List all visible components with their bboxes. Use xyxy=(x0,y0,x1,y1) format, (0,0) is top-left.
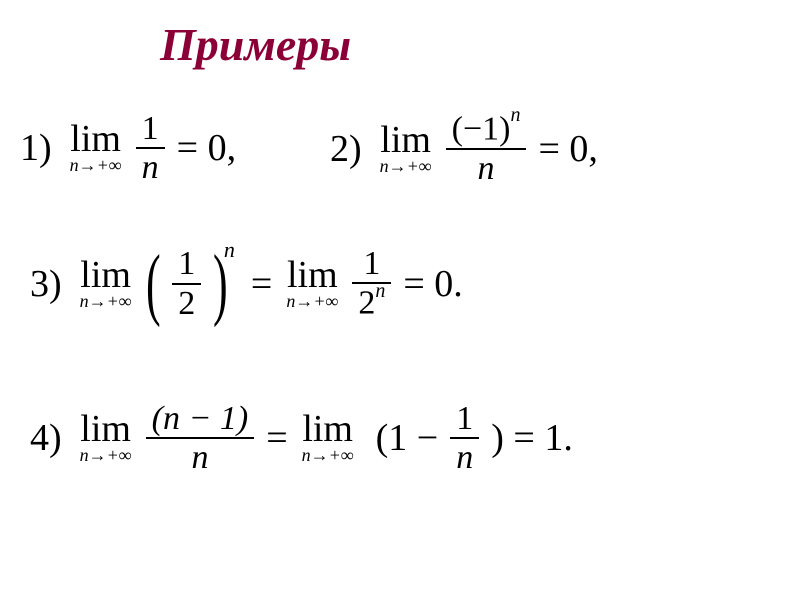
denom-base: 2 xyxy=(358,285,375,322)
frac-denominator: 2 xyxy=(172,285,201,322)
close-paren-equals: ) = 1. xyxy=(491,416,573,460)
fraction: (−1)n n xyxy=(446,110,527,187)
lim-word: lim xyxy=(70,120,121,158)
example-4-label: 4) xyxy=(30,416,62,460)
denom-exponent: n xyxy=(375,280,385,302)
equals-sign: = xyxy=(266,416,287,460)
fraction: 1 2 xyxy=(172,245,201,322)
frac-numerator: (n − 1) xyxy=(146,400,255,437)
close-paren: ) xyxy=(491,417,504,459)
fraction: 1 n xyxy=(136,110,165,187)
equals-result: = 1. xyxy=(504,417,573,459)
frac-denominator: n xyxy=(185,439,214,476)
limit-operator: lim n→+∞ xyxy=(286,256,338,312)
equals-result: = 0, xyxy=(538,127,597,171)
frac-numerator: 1 xyxy=(172,245,201,282)
example-1-label: 1) xyxy=(20,126,52,170)
equals-result: = 0, xyxy=(177,126,236,170)
example-2: 2) lim n→+∞ (−1)n n = 0, xyxy=(330,110,604,187)
numerator-base: (−1) xyxy=(452,110,511,147)
fraction: (n − 1) n xyxy=(146,400,255,477)
fraction: 1 2n xyxy=(352,245,391,322)
open-expr: (1 − xyxy=(376,417,439,459)
lim-word: lim xyxy=(302,410,353,448)
example-2-label: 2) xyxy=(330,127,362,171)
frac-denominator: n xyxy=(450,439,479,476)
fraction: 1 n xyxy=(450,400,479,477)
page-title: Примеры xyxy=(160,18,351,71)
paren-exponent: n xyxy=(224,237,235,263)
limit-operator: lim n→+∞ xyxy=(80,410,132,466)
frac-numerator: 1 xyxy=(357,245,386,282)
lim-word: lim xyxy=(287,256,338,294)
example-3-label: 3) xyxy=(30,262,62,306)
lim-subscript: n→+∞ xyxy=(70,156,122,176)
frac-denominator: 2n xyxy=(352,284,391,322)
example-4: 4) lim n→+∞ (n − 1) n = lim n→+∞ (1 − 1 … xyxy=(30,400,579,477)
equals-result: = 0. xyxy=(403,262,462,306)
example-1: 1) lim n→+∞ 1 n = 0, xyxy=(20,110,242,187)
numerator-expr: (n − 1) xyxy=(152,400,249,437)
right-paren: ) xyxy=(213,256,228,312)
lim-subscript: n→+∞ xyxy=(80,446,132,466)
limit-operator: lim n→+∞ xyxy=(302,410,354,466)
frac-denominator: n xyxy=(136,149,165,186)
numerator-exponent: n xyxy=(510,104,520,126)
lim-subscript: n→+∞ xyxy=(286,292,338,312)
paren-expression: (1 − xyxy=(376,416,439,460)
frac-numerator: (−1)n xyxy=(446,110,527,148)
lim-word: lim xyxy=(380,121,431,159)
lim-subscript: n→+∞ xyxy=(80,292,132,312)
equals-sign: = xyxy=(251,262,272,306)
limit-operator: lim n→+∞ xyxy=(80,256,132,312)
frac-numerator: 1 xyxy=(450,400,479,437)
example-3: 3) lim n→+∞ ( 1 2 ) n = lim n→+∞ 1 2n = … xyxy=(30,245,469,322)
limit-operator: lim n→+∞ xyxy=(70,120,122,176)
frac-denominator: n xyxy=(472,150,501,187)
lim-subscript: n→+∞ xyxy=(302,446,354,466)
limit-operator: lim n→+∞ xyxy=(380,121,432,177)
left-paren: ( xyxy=(146,256,161,312)
lim-word: lim xyxy=(80,256,131,294)
frac-numerator: 1 xyxy=(136,110,165,147)
parenthesized-fraction: ( 1 2 ) n xyxy=(140,245,245,322)
lim-subscript: n→+∞ xyxy=(380,157,432,177)
lim-word: lim xyxy=(80,410,131,448)
